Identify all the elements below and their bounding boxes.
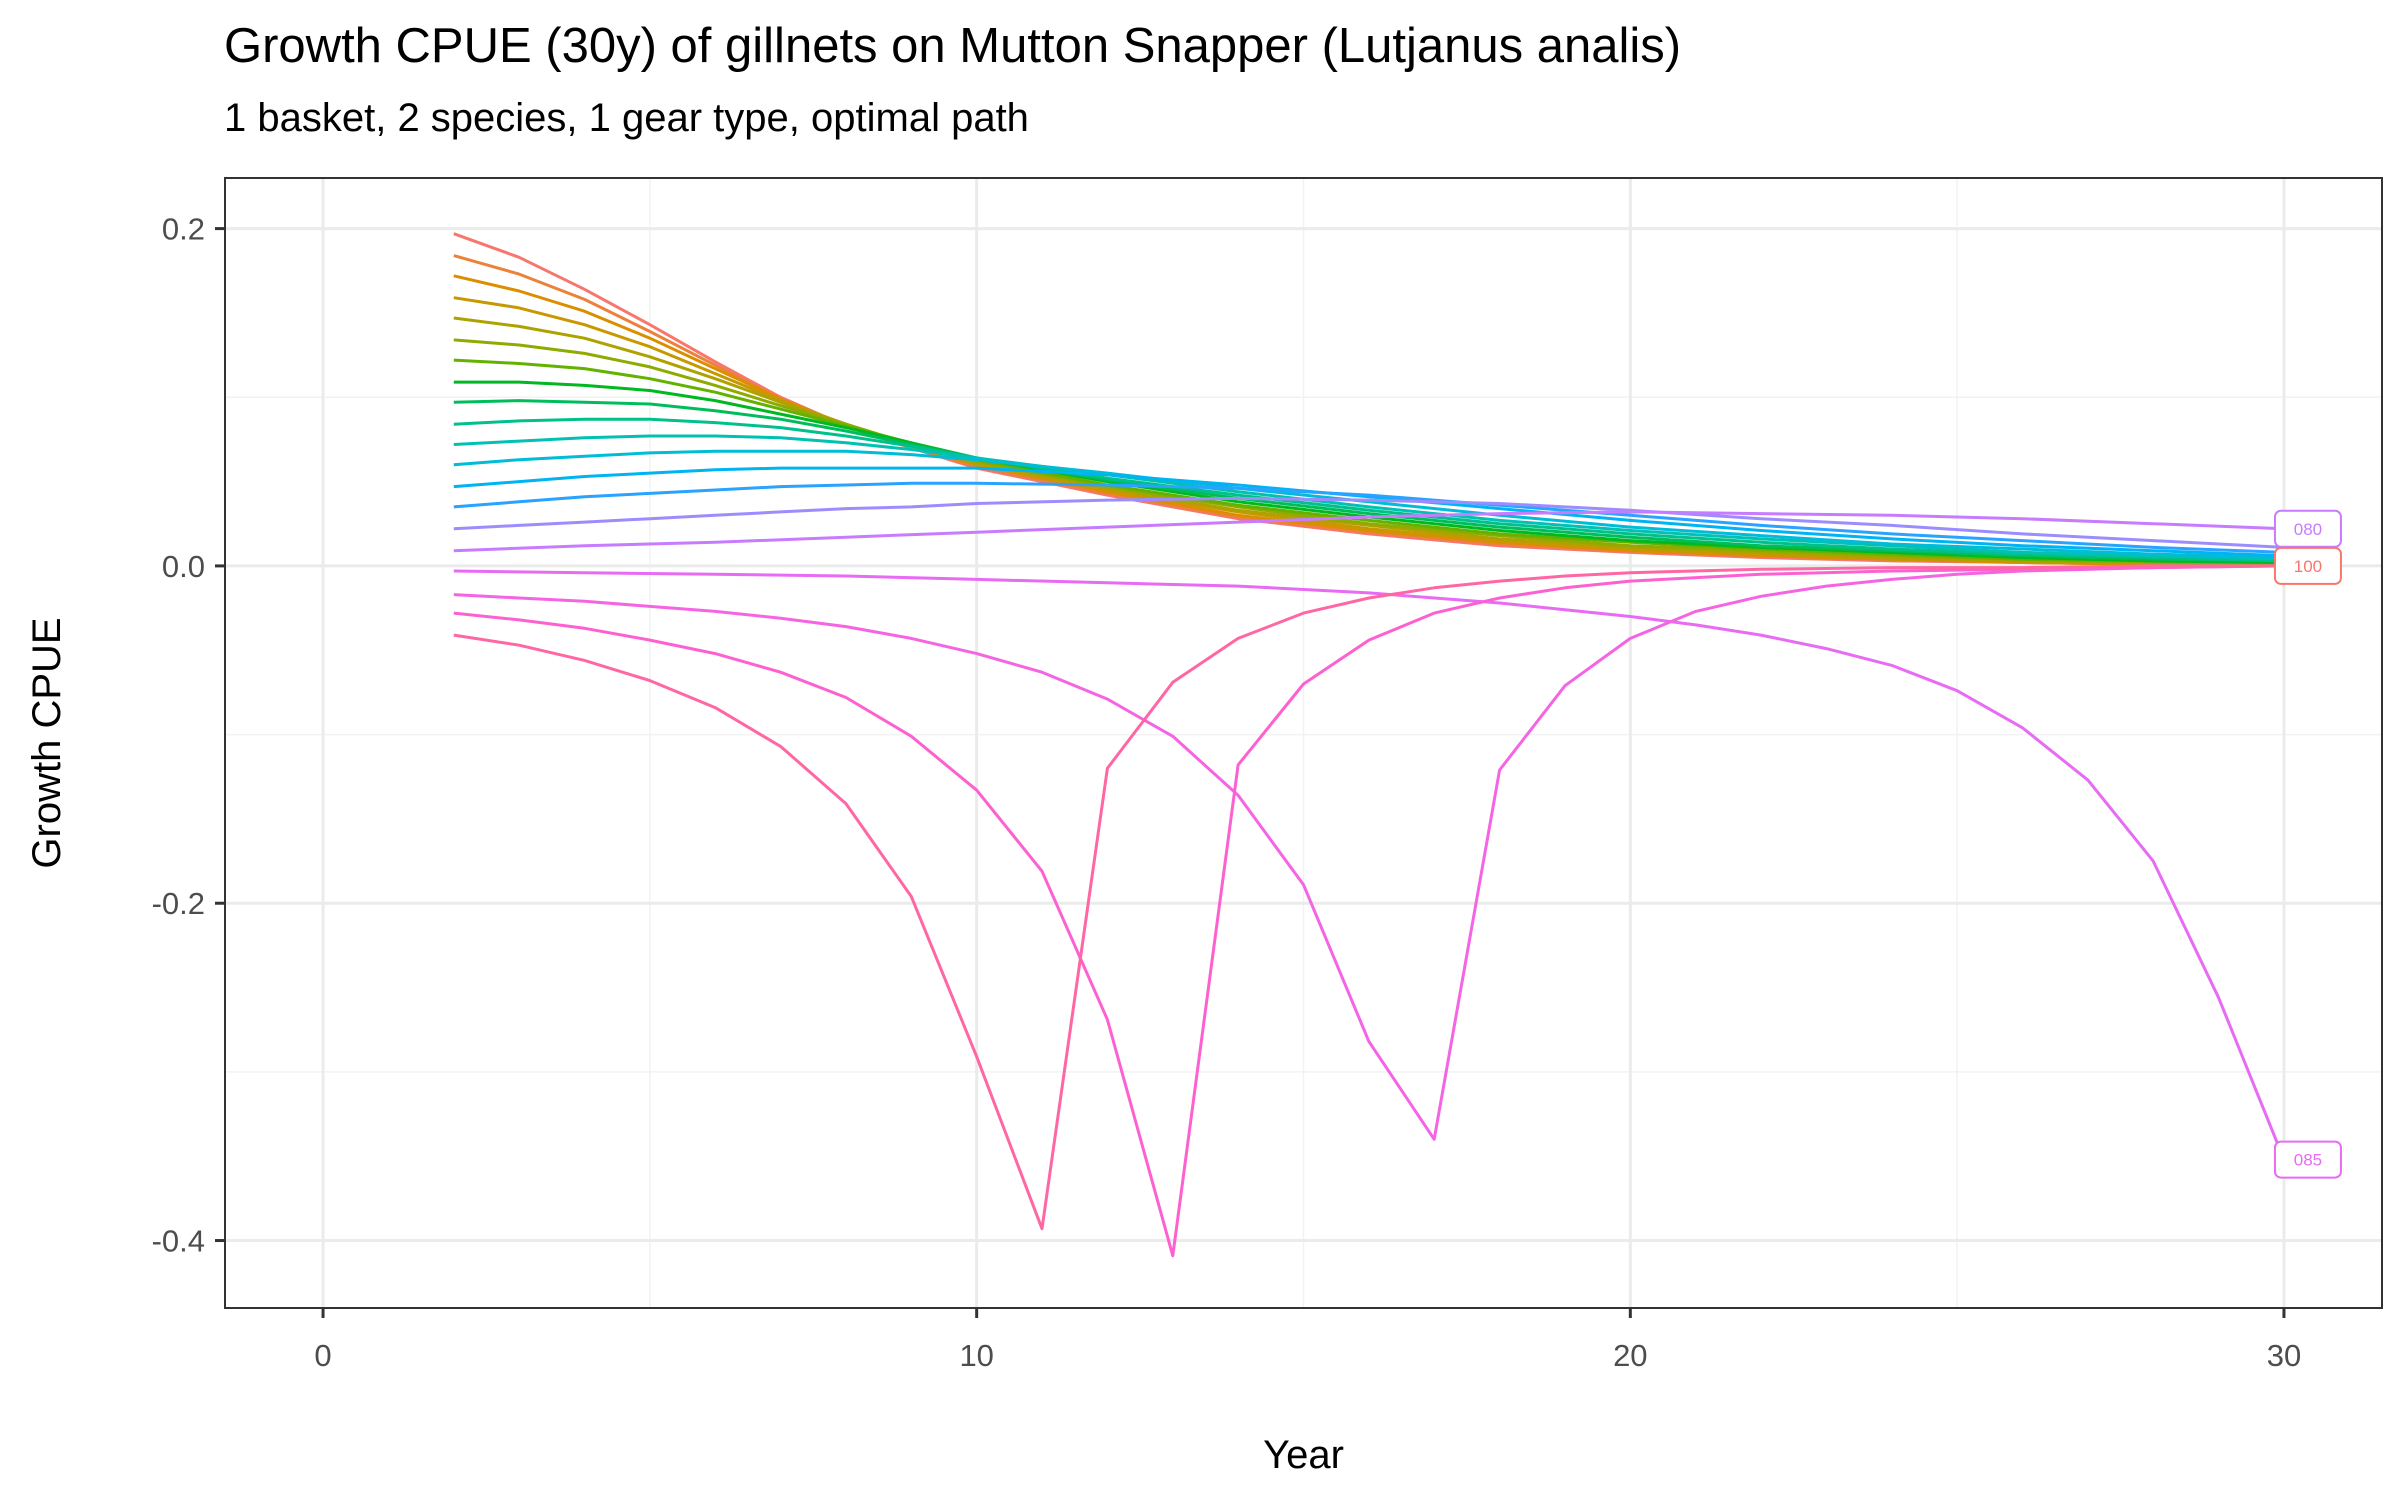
grid-layer [225,178,2382,1308]
series-line [453,316,2285,566]
x-tick-label: 30 [2267,1338,2301,1373]
series-line [453,338,2285,566]
series-line [453,296,2285,566]
series-line [453,481,2285,554]
x-tick-label: 0 [314,1338,331,1373]
series-line [453,232,2285,568]
x-tick-label: 20 [1613,1338,1647,1373]
series-line [453,417,2285,563]
y-tick-label: 0.0 [162,549,205,584]
series-line [453,564,2285,1258]
y-tick-label: -0.4 [152,1224,205,1259]
end-label: 085 [2273,1140,2342,1179]
series-line [453,564,2284,1231]
end-label: 100 [2273,546,2342,585]
series-line [453,466,2285,558]
end-label-text: 100 [2294,557,2322,576]
x-tick-label: 10 [959,1338,993,1373]
series-line [453,380,2285,564]
end-label-box [2273,509,2342,548]
chart-subtitle: 1 basket, 2 species, 1 gear type, optima… [224,96,1029,140]
end-label-layer: 080 100 085 [2273,509,2342,1179]
series-line [453,496,2285,549]
end-label-box [2273,546,2342,585]
x-axis-title: Year [1263,1433,1344,1477]
series-line [453,569,2286,1161]
axis-layer: 0 10 20 30 0.2 0.0 -0.2 -0.4 [152,212,2302,1373]
series-line [453,564,2285,1141]
end-label: 080 [2273,509,2342,548]
y-axis-title: Growth CPUE [25,617,69,868]
series-line [453,399,2285,563]
y-tick-label: -0.2 [152,886,205,921]
series-layer [453,232,2286,1258]
y-tick-label: 0.2 [162,212,205,247]
series-line [453,449,2285,559]
panel-border [224,177,2383,1309]
end-label-text: 085 [2294,1151,2322,1170]
series-line [453,510,2285,553]
chart-title: Growth CPUE (30y) of gillnets on Mutton … [224,19,1682,73]
end-label-box [2273,1140,2342,1179]
end-label-text: 080 [2294,520,2322,539]
